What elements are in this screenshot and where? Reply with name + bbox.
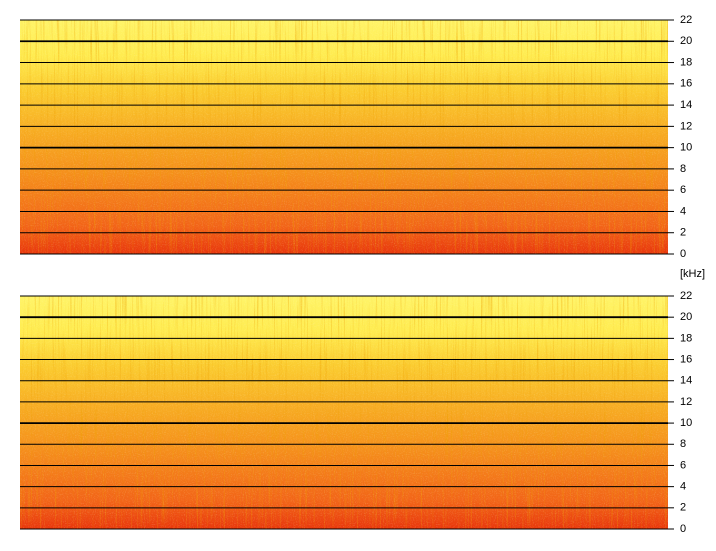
y-tick-label: 4 bbox=[680, 205, 686, 217]
y-tick-label: 18 bbox=[680, 56, 692, 68]
y-tick-label: 0 bbox=[680, 523, 686, 535]
y-tick-label: 2 bbox=[680, 502, 686, 514]
y-tick-label: 18 bbox=[680, 332, 692, 344]
y-tick-label: 20 bbox=[680, 311, 692, 323]
y-tick-label: 0 bbox=[680, 248, 686, 260]
y-tick-label: 22 bbox=[680, 14, 692, 26]
y-tick-label: 4 bbox=[680, 481, 686, 493]
y-tick-label: 12 bbox=[680, 396, 692, 408]
y-tick-label: 2 bbox=[680, 227, 686, 239]
y-axis-label: [kHz] bbox=[680, 268, 705, 280]
y-tick-label: 8 bbox=[680, 438, 686, 450]
spectrogram-texture bbox=[20, 20, 668, 254]
y-tick-label: 10 bbox=[680, 417, 692, 429]
spectrogram-texture bbox=[20, 296, 668, 529]
y-tick-label: 14 bbox=[680, 99, 692, 111]
y-tick-label: 22 bbox=[680, 290, 692, 302]
y-tick-label: 6 bbox=[680, 184, 686, 196]
y-tick-label: 14 bbox=[680, 375, 692, 387]
y-tick-label: 12 bbox=[680, 120, 692, 132]
y-tick-label: 8 bbox=[680, 163, 686, 175]
y-tick-label: 20 bbox=[680, 35, 692, 47]
y-tick-label: 16 bbox=[680, 78, 692, 90]
y-tick-label: 10 bbox=[680, 142, 692, 154]
y-tick-label: 6 bbox=[680, 459, 686, 471]
y-tick-label: 16 bbox=[680, 353, 692, 365]
